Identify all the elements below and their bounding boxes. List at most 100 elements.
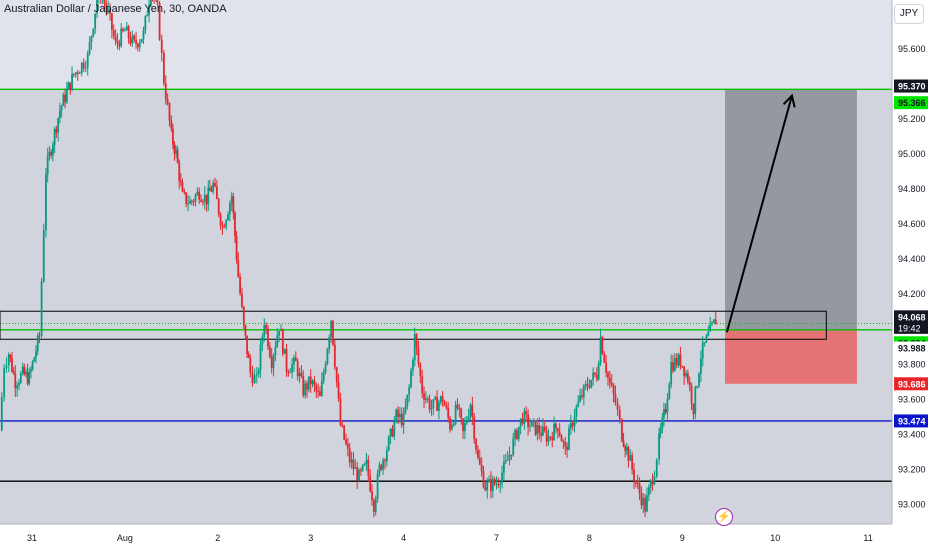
candle-body xyxy=(58,110,61,119)
candle-body xyxy=(590,379,593,388)
candle-body xyxy=(309,376,312,385)
candle-body xyxy=(694,387,697,415)
candle-body xyxy=(94,13,97,29)
candle-body xyxy=(428,398,431,410)
candle-body xyxy=(35,351,37,358)
long-position-profit-zone[interactable] xyxy=(725,89,857,330)
candle-body xyxy=(194,195,197,202)
candle-body xyxy=(129,38,132,44)
candle-body xyxy=(138,42,141,48)
candle-body xyxy=(249,358,252,373)
candle-body xyxy=(532,420,535,422)
candle-body xyxy=(540,432,542,436)
candle-body xyxy=(88,42,91,54)
candle-body xyxy=(110,13,113,31)
candle-body xyxy=(573,416,576,427)
candle-body xyxy=(612,384,615,394)
resistance-rectangle[interactable] xyxy=(0,310,827,340)
candle-body xyxy=(707,331,710,336)
candle-body xyxy=(501,472,503,484)
candle-body xyxy=(397,409,399,418)
candle-body xyxy=(164,83,167,100)
candle-body xyxy=(586,384,589,387)
candle-body xyxy=(311,380,314,385)
candle-body xyxy=(439,396,442,403)
candle-body xyxy=(317,390,320,392)
candle-body xyxy=(52,144,54,156)
candle-body xyxy=(278,331,281,336)
candle-body xyxy=(391,428,394,437)
candle-body xyxy=(326,349,329,365)
candle-body xyxy=(473,416,476,440)
candle-body xyxy=(38,335,41,337)
candle-body xyxy=(551,437,554,441)
x-tick-label: 4 xyxy=(401,533,406,543)
candle-body xyxy=(582,385,585,398)
candle-body xyxy=(219,214,222,226)
candle-body xyxy=(441,396,444,403)
candle-body xyxy=(298,372,301,377)
candle-body xyxy=(553,423,555,441)
candle-body xyxy=(289,372,292,374)
candle-body xyxy=(339,398,342,426)
candle-body xyxy=(276,335,279,347)
candle-body xyxy=(80,62,83,73)
candle-body xyxy=(267,328,269,347)
candle-body xyxy=(345,439,347,445)
candle-body xyxy=(607,372,609,378)
candle-body xyxy=(703,342,706,344)
candle-body xyxy=(251,372,254,384)
candle-body xyxy=(198,191,201,200)
candle-body xyxy=(402,413,405,426)
target-arrow-head[interactable] xyxy=(782,93,796,108)
candle-body xyxy=(549,436,552,438)
candle-body xyxy=(293,357,295,365)
candle-body xyxy=(21,366,24,374)
long-position-loss-zone[interactable] xyxy=(725,329,857,384)
candle-body xyxy=(324,364,327,373)
x-tick-label: 9 xyxy=(680,533,685,543)
candle-body xyxy=(72,73,75,75)
candle-body xyxy=(711,322,713,325)
candle-body xyxy=(462,418,464,432)
candle-body xyxy=(393,421,396,437)
candle-body xyxy=(18,382,20,386)
candle-body xyxy=(426,398,429,400)
candle-body xyxy=(387,436,390,451)
candle-body xyxy=(235,236,238,260)
candle-body xyxy=(160,39,163,53)
candle-body xyxy=(516,430,518,439)
time-axis[interactable] xyxy=(0,524,892,550)
candle-body xyxy=(356,467,359,481)
candle-body xyxy=(109,8,111,14)
candle-body xyxy=(438,402,440,411)
candle-body xyxy=(217,199,220,215)
candle-body xyxy=(133,35,136,40)
y-tick-label: 94.600 xyxy=(898,219,926,229)
candle-body xyxy=(322,372,325,381)
candle-body xyxy=(545,430,548,442)
currency-button[interactable]: JPY xyxy=(894,4,924,24)
candle-body xyxy=(631,455,634,470)
candle-body xyxy=(25,371,27,375)
candle-body xyxy=(685,373,687,377)
candle-body xyxy=(313,380,316,386)
target-arrow-shaft[interactable] xyxy=(725,95,793,333)
candle-body xyxy=(503,462,505,473)
candle-body xyxy=(560,435,563,442)
candle-body xyxy=(185,192,188,204)
lightning-icon[interactable]: ⚡ xyxy=(715,508,733,526)
candle-body xyxy=(595,374,598,380)
candle-body xyxy=(443,402,446,406)
candle-body xyxy=(367,460,370,476)
candle-body xyxy=(228,203,231,215)
candle-body xyxy=(348,448,351,463)
candle-body xyxy=(510,454,513,456)
y-tick-label: 94.200 xyxy=(898,289,926,299)
candle-body xyxy=(146,15,149,17)
candle-body xyxy=(5,365,8,368)
candle-body xyxy=(307,376,310,390)
candle-body xyxy=(636,483,639,485)
candle-body xyxy=(244,325,247,336)
